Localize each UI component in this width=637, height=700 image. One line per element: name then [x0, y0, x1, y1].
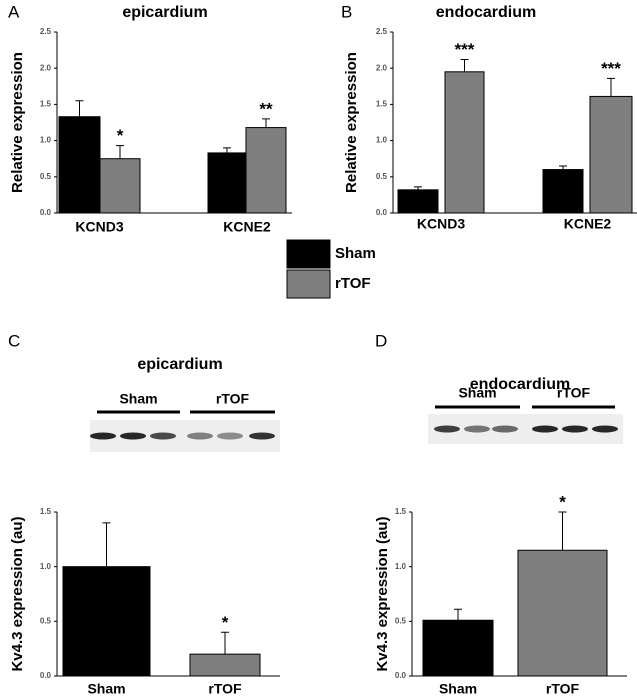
chart-title: epicardium: [137, 356, 222, 373]
blot-label: Sham: [119, 391, 157, 407]
y-tick-label: 1.0: [40, 136, 52, 145]
error-bar: [116, 145, 124, 159]
error-bar: [102, 522, 111, 567]
blot-band: [150, 432, 176, 440]
y-tick-label: 0.5: [376, 172, 388, 181]
error-bar: [454, 608, 462, 621]
error-bar: [75, 100, 84, 117]
y-tick-label: 1.5: [40, 100, 52, 109]
x-tick-label: KCNE2: [223, 219, 271, 235]
error-bar: [414, 186, 422, 190]
x-tick-label: KCND3: [417, 216, 465, 232]
bar: [62, 566, 151, 677]
y-tick-label: 0.0: [40, 671, 52, 680]
panel-letter: A: [8, 2, 20, 21]
bar: [397, 189, 439, 214]
error-bar: [558, 511, 567, 551]
y-tick-label: 2.0: [40, 63, 52, 72]
panel-letter: D: [375, 331, 387, 350]
y-tick-label: 2.0: [376, 63, 388, 72]
y-tick-label: 0.5: [40, 616, 52, 625]
x-tick-label: KCNE2: [564, 216, 612, 232]
significance: *: [559, 492, 566, 511]
bar: [189, 653, 261, 677]
y-tick-label: 1.0: [376, 136, 388, 145]
significance: *: [117, 126, 124, 145]
bar: [245, 127, 287, 214]
legend-label: rTOF: [335, 275, 371, 292]
bar: [444, 71, 485, 214]
y-tick-label: 0.0: [376, 208, 388, 217]
error-bar: [607, 77, 615, 97]
bar: [207, 152, 247, 214]
y-tick-label: 0.0: [395, 671, 407, 680]
significance: *: [222, 613, 229, 632]
x-tick-label: rTOF: [208, 681, 242, 697]
blot-band: [120, 432, 146, 440]
blot-label: rTOF: [557, 385, 591, 401]
y-tick-label: 1.5: [40, 507, 52, 516]
chart-title: epicardium: [122, 4, 207, 21]
y-axis-title: Kv4.3 expression (au): [9, 516, 26, 671]
bar: [422, 619, 494, 677]
error-bar: [262, 118, 270, 128]
blot-band: [592, 425, 618, 433]
error-bar: [223, 147, 231, 153]
blot-band: [217, 432, 243, 440]
bar: [58, 116, 101, 214]
chart-title: endocardium: [470, 376, 570, 393]
error-bar: [460, 59, 469, 72]
blot-band: [562, 425, 588, 433]
y-tick-label: 1.0: [40, 562, 52, 571]
significance: ***: [601, 59, 621, 78]
blot-band: [532, 425, 558, 433]
blot-background: [428, 414, 623, 444]
blot-band: [187, 432, 213, 440]
y-axis-title: Relative expression: [9, 52, 26, 193]
bar: [99, 158, 141, 214]
blot-band: [434, 425, 460, 433]
blot-band: [249, 432, 275, 440]
y-axis-title: Relative expression: [343, 52, 360, 193]
x-tick-label: Sham: [87, 681, 125, 697]
legend-swatch: [286, 239, 331, 269]
y-tick-label: 0.0: [40, 208, 52, 217]
error-bar: [559, 165, 567, 170]
bar: [589, 95, 633, 214]
y-tick-label: 0.5: [395, 616, 407, 625]
blot-band: [492, 425, 518, 433]
y-axis-title: Kv4.3 expression (au): [374, 516, 391, 671]
error-bar: [221, 631, 229, 655]
significance: **: [259, 99, 273, 118]
blot-label: Sham: [458, 385, 496, 401]
blot-band: [464, 425, 490, 433]
significance: ***: [455, 40, 475, 59]
legend-label: Sham: [335, 245, 376, 262]
y-tick-label: 2.5: [40, 27, 52, 36]
y-tick-label: 2.5: [376, 27, 388, 36]
panel-letter: B: [341, 2, 352, 21]
y-tick-label: 1.5: [395, 507, 407, 516]
bar: [517, 549, 608, 677]
x-tick-label: Sham: [439, 681, 477, 697]
y-tick-label: 0.5: [40, 172, 52, 181]
y-tick-label: 1.5: [376, 100, 388, 109]
x-tick-label: KCND3: [75, 219, 123, 235]
blot-band: [90, 432, 116, 440]
chart-title: endocardium: [436, 4, 536, 21]
y-tick-label: 1.0: [395, 562, 407, 571]
x-tick-label: rTOF: [546, 681, 580, 697]
legend-swatch: [286, 269, 331, 299]
panel-letter: C: [8, 331, 20, 350]
bar: [542, 169, 584, 214]
blot-label: rTOF: [216, 391, 250, 407]
